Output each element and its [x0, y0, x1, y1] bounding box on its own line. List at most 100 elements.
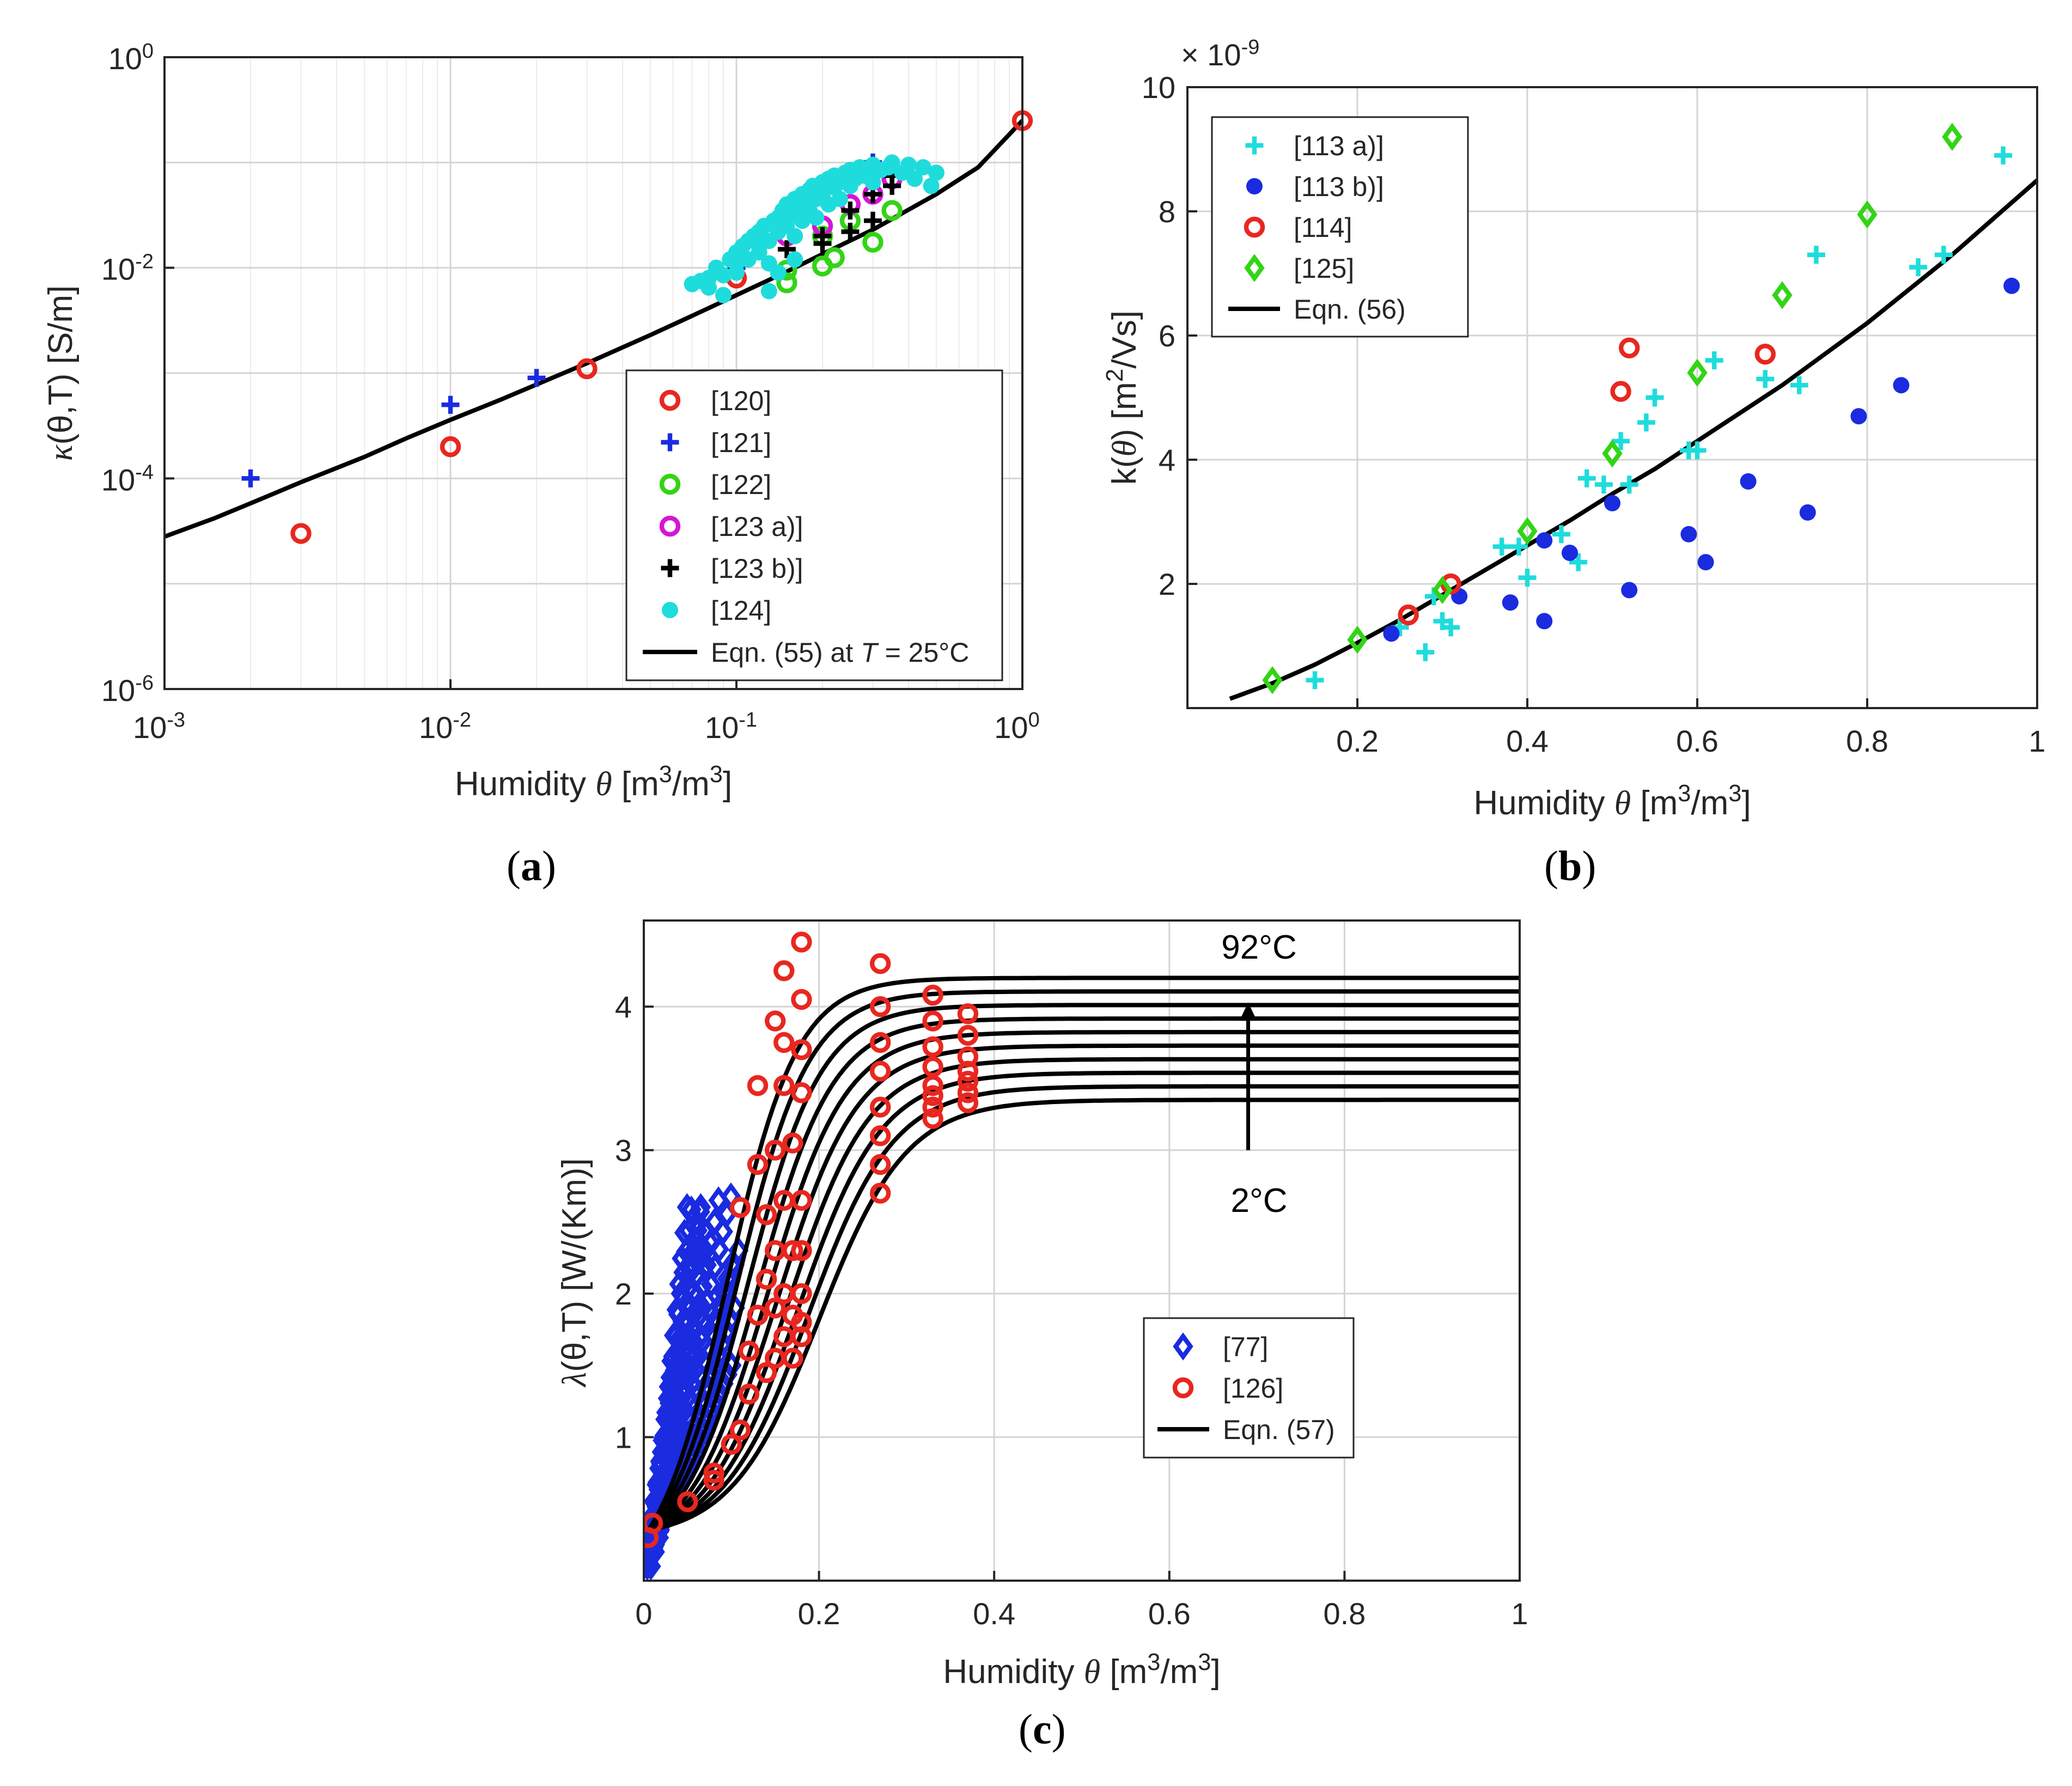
- data-point-[120]: [576, 358, 598, 380]
- data-point-[113 a)]: [1934, 246, 1953, 264]
- legend-marker: [659, 473, 681, 495]
- data-point-[114]: [1398, 604, 1419, 626]
- x-tick-label: 10-1: [705, 709, 757, 745]
- data-point-[126]: [957, 1082, 979, 1104]
- data-point-[77]: [665, 1356, 685, 1385]
- data-point-[77]: [675, 1291, 696, 1319]
- x-tick-label: 0.2: [1336, 724, 1379, 758]
- x-tick-label: 0.2: [798, 1596, 840, 1631]
- y-tick-label: 4: [1159, 443, 1175, 477]
- data-point-[125]: [1687, 358, 1708, 387]
- data-point-[113 a)]: [1416, 643, 1435, 661]
- data-point-[77]: [644, 1552, 658, 1581]
- data-point-[126]: [957, 1003, 979, 1025]
- data-point-[126]: [729, 1197, 751, 1218]
- data-point-[120]: [290, 523, 312, 544]
- data-point-[121]: [241, 469, 260, 487]
- data-point-[126]: [738, 1340, 760, 1362]
- legend-marker: [1244, 216, 1265, 238]
- data-point-[126]: [764, 1010, 786, 1032]
- x-axis-label: Humidity θ [m3/m3]: [1473, 781, 1751, 822]
- data-point-[126]: [869, 1182, 891, 1204]
- data-point-[124]: [787, 251, 803, 268]
- data-point-[126]: [755, 1204, 777, 1226]
- data-point-[113 a)]: [1807, 246, 1825, 264]
- legend-marker: [662, 602, 678, 618]
- data-point-[126]: [957, 1060, 979, 1082]
- data-point-[126]: [791, 1039, 812, 1060]
- data-point-[126]: [703, 1462, 724, 1484]
- data-point-[77]: [649, 1454, 670, 1483]
- data-point-[77]: [690, 1291, 711, 1319]
- panel-a-chart: 10-3 10-2 10-1 100 10-6 10-4 10-2 100 Humidity θ…: [42, 40, 1040, 803]
- y-axis-label: k(θ) [m2/Vs]: [1101, 310, 1144, 485]
- panel-label-b: (b): [1544, 842, 1596, 889]
- data-point-[113 b)]: [1621, 582, 1638, 599]
- legend-marker: [1172, 1377, 1194, 1399]
- legend-label: Eqn. (55) at T = 25°C: [711, 637, 969, 668]
- legend-marker: [661, 559, 679, 577]
- legend-label: [120]: [711, 386, 771, 416]
- data-point-[114]: [1754, 344, 1776, 365]
- data-point-[124]: [728, 264, 745, 281]
- plot-content: [644, 931, 1520, 1581]
- legend-label: [121]: [711, 428, 771, 458]
- data-point-[113 a)]: [1994, 146, 2013, 164]
- data-point-[124]: [760, 283, 777, 300]
- data-point-[113 b)]: [1502, 594, 1519, 611]
- data-point-[126]: [721, 1434, 742, 1455]
- data-point-[113 a)]: [1492, 538, 1511, 556]
- data-point-[113 a)]: [1306, 671, 1324, 690]
- data-point-[126]: [747, 1305, 769, 1326]
- data-point-[126]: [791, 989, 812, 1010]
- data-point-[125]: [1772, 281, 1793, 309]
- data-point-[124]: [808, 209, 825, 226]
- data-point-[126]: [747, 1075, 769, 1096]
- axes-border: [163, 56, 1023, 690]
- data-point-[126]: [791, 1240, 812, 1261]
- data-point-[126]: [782, 1348, 803, 1369]
- data-point-[126]: [869, 1032, 891, 1053]
- y-tick-label: 2: [1159, 567, 1175, 601]
- data-point-[124]: [770, 264, 787, 281]
- data-point-[113 a)]: [1594, 476, 1613, 494]
- data-point-[126]: [922, 1108, 943, 1129]
- data-point-[77]: [672, 1307, 693, 1336]
- data-point-[126]: [764, 1297, 786, 1319]
- data-point-[77]: [662, 1373, 682, 1401]
- legend-label: [123 a)]: [711, 511, 803, 542]
- legend-label: [124]: [711, 595, 771, 626]
- data-point-[77]: [667, 1340, 688, 1368]
- data-point-[121]: [441, 395, 460, 414]
- data-point-[124]: [906, 170, 923, 187]
- data-point-[113 a)]: [1705, 351, 1723, 370]
- data-point-[124]: [751, 238, 767, 255]
- data-point-[126]: [922, 1096, 943, 1118]
- data-point-[123 b)]: [777, 240, 796, 259]
- eqn-57-curve: [646, 976, 1520, 1532]
- data-point-[126]: [773, 1032, 795, 1053]
- data-point-[77]: [657, 1405, 678, 1434]
- data-point-[77]: [685, 1226, 706, 1254]
- data-point-[126]: [922, 1010, 943, 1032]
- data-point-[126]: [677, 1491, 698, 1513]
- data-point-[126]: [791, 1283, 812, 1305]
- data-point-[126]: [869, 1125, 891, 1147]
- y-tick-label: 10: [1142, 70, 1175, 105]
- data-point-[126]: [755, 1362, 777, 1383]
- data-point-[126]: [957, 1025, 979, 1046]
- data-point-[126]: [922, 1085, 943, 1106]
- y-tick-label: 8: [1159, 194, 1175, 229]
- data-point-[77]: [688, 1209, 709, 1238]
- data-point-[122]: [824, 247, 845, 269]
- data-point-[125]: [1602, 439, 1623, 468]
- data-point-[77]: [678, 1275, 698, 1303]
- y-tick-label: 100: [108, 40, 154, 76]
- legend-label: [125]: [1294, 253, 1354, 284]
- data-point-[126]: [791, 1190, 812, 1211]
- x-axis-label: Humidity θ [m3/m3]: [943, 1649, 1220, 1691]
- y-axis-multiplier: × 10-9: [1181, 36, 1259, 72]
- legend-marker: [661, 433, 679, 452]
- data-point-[120]: [440, 436, 461, 458]
- data-point-[113 a)]: [1577, 469, 1596, 487]
